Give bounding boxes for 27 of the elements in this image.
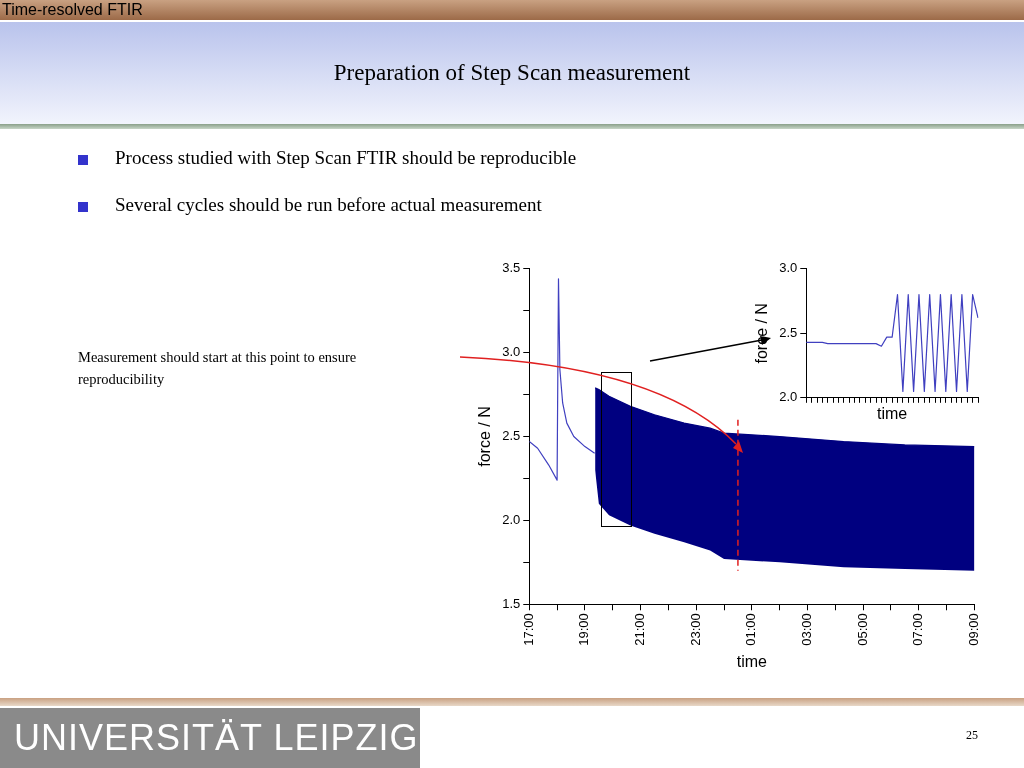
text: Measurement should start at this point to ensure reproducibility [78, 348, 358, 389]
x-tick-label: 03:00 [799, 613, 815, 646]
y-tick-label: 3.0 [779, 260, 798, 276]
x-tick-label: 23:00 [687, 613, 703, 646]
x-tick-label: 07:00 [910, 613, 926, 646]
x-tick-label: 19:00 [576, 613, 592, 646]
y-tick-label: 2.5 [502, 428, 521, 444]
y-tick-label: 1.5 [502, 595, 521, 611]
y-tick-label: 2.5 [779, 324, 798, 340]
text: UNIVERSITÄT LEIPZIG [0, 708, 420, 768]
x-tick-label: 05:00 [854, 613, 870, 646]
x-tick-label: 21:00 [632, 613, 648, 646]
x-tick-label: 01:00 [743, 613, 759, 646]
x-axis-title: time [877, 404, 908, 422]
text: Process studied with Step Scan FTIR should be reproducible [115, 147, 577, 169]
text: Preparation of Step Scan measurement [332, 60, 692, 86]
y-tick-label: 3.0 [502, 344, 521, 360]
text: Several cycles should be run before actual measurement [115, 194, 542, 216]
y-tick-label: 2.0 [502, 511, 521, 527]
text: Time-resolved FTIR [2, 1, 143, 19]
x-axis-title: time [736, 652, 768, 670]
text: 25 [966, 728, 978, 743]
x-tick-label: 09:00 [965, 613, 981, 646]
y-tick-label: 2.0 [779, 389, 798, 405]
x-tick-label: 17:00 [520, 613, 536, 646]
y-axis-title: force / N [476, 406, 494, 467]
y-tick-label: 3.5 [502, 260, 521, 276]
